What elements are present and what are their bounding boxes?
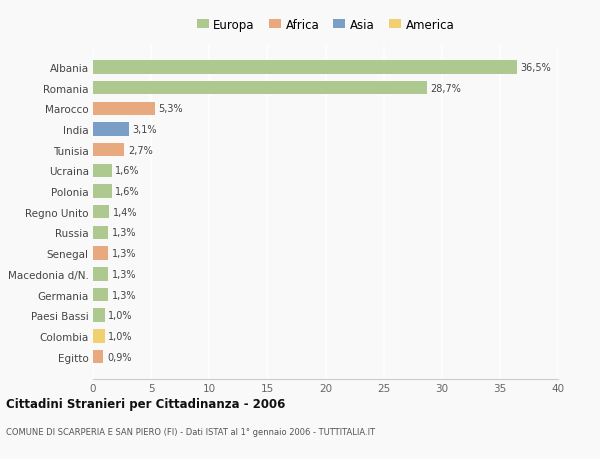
Bar [93,350,103,364]
Text: 2,7%: 2,7% [128,146,152,155]
Text: 1,3%: 1,3% [112,269,136,279]
Text: Cittadini Stranieri per Cittadinanza - 2006: Cittadini Stranieri per Cittadinanza - 2… [6,397,286,410]
Bar [93,330,104,343]
Bar [93,206,109,219]
Text: 5,3%: 5,3% [158,104,183,114]
Bar [93,288,108,302]
Text: 28,7%: 28,7% [430,84,461,93]
Bar [93,102,155,116]
Bar [93,144,124,157]
Bar [93,185,112,198]
Text: 1,4%: 1,4% [113,207,137,217]
Text: 0,9%: 0,9% [107,352,131,362]
Text: 1,6%: 1,6% [115,166,140,176]
Bar [93,123,129,136]
Bar [93,226,108,240]
Text: 36,5%: 36,5% [521,63,551,73]
Text: COMUNE DI SCARPERIA E SAN PIERO (FI) - Dati ISTAT al 1° gennaio 2006 - TUTTITALI: COMUNE DI SCARPERIA E SAN PIERO (FI) - D… [6,427,375,436]
Legend: Europa, Africa, Asia, America: Europa, Africa, Asia, America [197,18,454,32]
Bar [93,61,517,74]
Text: 1,0%: 1,0% [108,331,133,341]
Text: 1,3%: 1,3% [112,249,136,258]
Bar [93,164,112,178]
Bar [93,82,427,95]
Text: 1,3%: 1,3% [112,290,136,300]
Text: 1,6%: 1,6% [115,187,140,196]
Bar [93,309,104,322]
Text: 1,3%: 1,3% [112,228,136,238]
Text: 3,1%: 3,1% [133,125,157,134]
Bar [93,247,108,260]
Bar [93,268,108,281]
Text: 1,0%: 1,0% [108,311,133,320]
